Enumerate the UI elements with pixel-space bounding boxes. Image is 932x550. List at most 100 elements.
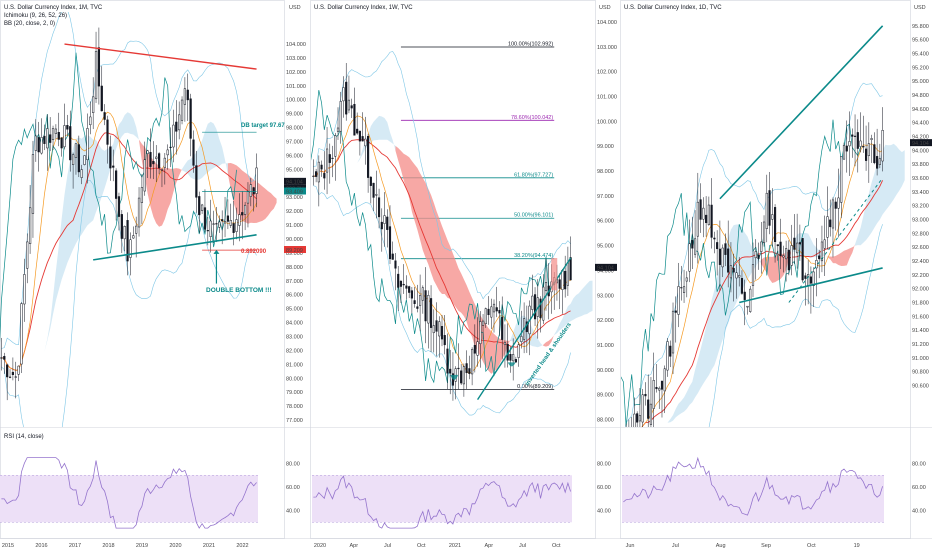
candle-body xyxy=(361,136,364,142)
y-tick-label: 94.800 xyxy=(912,93,929,99)
candle-body xyxy=(14,376,17,378)
x-tick-label: 2017 xyxy=(69,543,81,549)
candle-body xyxy=(386,216,389,230)
candle-body xyxy=(823,239,826,249)
candle-body xyxy=(206,230,209,232)
candle-body xyxy=(80,169,83,178)
bb-lower xyxy=(708,224,883,427)
candle-body xyxy=(501,316,504,340)
candle-body xyxy=(735,272,738,279)
candle-body xyxy=(109,146,112,169)
candle-body xyxy=(189,98,192,139)
candle-body xyxy=(232,223,235,233)
candle-body xyxy=(443,335,446,346)
x-tick-label: 2019 xyxy=(136,543,148,549)
y-tick-label: 90.000 xyxy=(286,237,303,243)
candle-body xyxy=(238,214,241,226)
candle-body xyxy=(367,135,370,178)
candle-body xyxy=(666,341,669,371)
monthly-indicator-ichimoku: Ichimoku (9, 26, 52, 26) xyxy=(4,13,67,19)
y-tick-label: 92.600 xyxy=(912,245,929,251)
candle-body xyxy=(663,368,666,392)
candle-body xyxy=(649,403,653,425)
fib-level-label: 78.60%(100.042) xyxy=(511,115,553,121)
candle-body xyxy=(345,81,348,115)
candle-body xyxy=(449,368,452,374)
daily-chart-title: U.S. Dollar Currency Index, 1D, TVC xyxy=(624,5,722,11)
y-tick-label: 90.600 xyxy=(912,384,929,390)
x-tick-label: 19 xyxy=(854,543,860,549)
candle-body xyxy=(388,226,392,260)
candle-body xyxy=(28,207,32,244)
candle-body xyxy=(446,348,449,374)
candle-body xyxy=(195,165,198,198)
y-tick-label: 104.000 xyxy=(597,20,617,26)
candle-body xyxy=(218,221,221,228)
y-tick-label: 83.000 xyxy=(286,334,303,340)
price-tag-label: 94.104 xyxy=(597,266,614,272)
candle-body xyxy=(881,129,884,162)
candle-body xyxy=(623,451,625,452)
candle-body xyxy=(215,223,218,225)
monthly-indicator-lines xyxy=(0,12,257,427)
candle-body xyxy=(49,134,52,143)
candle-body xyxy=(660,380,664,390)
candle-body xyxy=(200,204,204,211)
candle-body xyxy=(132,235,135,239)
candle-body xyxy=(129,239,132,258)
x-tick-label: Jul xyxy=(519,543,526,549)
y-tick-label: 79.000 xyxy=(286,390,303,396)
y-tick-label: 78.000 xyxy=(286,404,303,410)
candle-body xyxy=(818,255,821,260)
rsi-tick-label: 60.00 xyxy=(286,485,300,491)
candle-body xyxy=(54,128,58,134)
fib-level-label: 61.80%(97.727) xyxy=(514,172,553,178)
candle-body xyxy=(6,364,9,378)
candle-body xyxy=(738,275,741,278)
candle-body xyxy=(317,161,320,183)
candle-body xyxy=(402,283,405,286)
candle-body xyxy=(462,366,465,385)
candle-body xyxy=(198,196,201,216)
candle-body xyxy=(831,199,835,229)
candle-body xyxy=(468,368,471,374)
y-tick-label: 92.000 xyxy=(597,318,614,324)
candle-body xyxy=(353,103,356,136)
candle-body xyxy=(834,201,837,209)
candle-body xyxy=(97,47,101,87)
candle-body xyxy=(223,221,227,224)
price-tag xyxy=(595,263,617,271)
candle-body xyxy=(696,201,699,237)
candle-body xyxy=(484,308,487,324)
x-tick-label: Oct xyxy=(807,543,816,549)
candle-body xyxy=(192,139,195,166)
candle-body xyxy=(424,290,427,322)
candle-body xyxy=(716,242,719,250)
y-tick-label: 99.000 xyxy=(286,112,303,118)
candle-body xyxy=(350,105,353,109)
candle-body xyxy=(768,190,771,226)
candle-body xyxy=(793,237,796,250)
y-tick-label: 88.000 xyxy=(286,265,303,271)
candle-body xyxy=(762,221,766,244)
candle-body xyxy=(566,262,569,286)
candle-body xyxy=(421,287,424,301)
candle-body xyxy=(820,241,824,262)
y-tick-label: 80.000 xyxy=(286,376,303,382)
candle-body xyxy=(336,127,340,132)
rsi-tick-label: 80.00 xyxy=(912,462,926,468)
candle-body xyxy=(641,394,644,423)
candle-body xyxy=(339,101,342,132)
candle-body xyxy=(727,248,730,273)
monthly-candles xyxy=(0,27,258,401)
y-tick-label: 84.000 xyxy=(286,321,303,327)
candle-body xyxy=(37,137,40,153)
candle-body xyxy=(561,269,564,290)
candle-body xyxy=(520,336,523,342)
candle-body xyxy=(410,290,413,299)
y-tick-label: 92.200 xyxy=(912,273,929,279)
candle-body xyxy=(765,192,768,229)
candle-body xyxy=(790,245,793,266)
candle-body xyxy=(186,89,189,101)
